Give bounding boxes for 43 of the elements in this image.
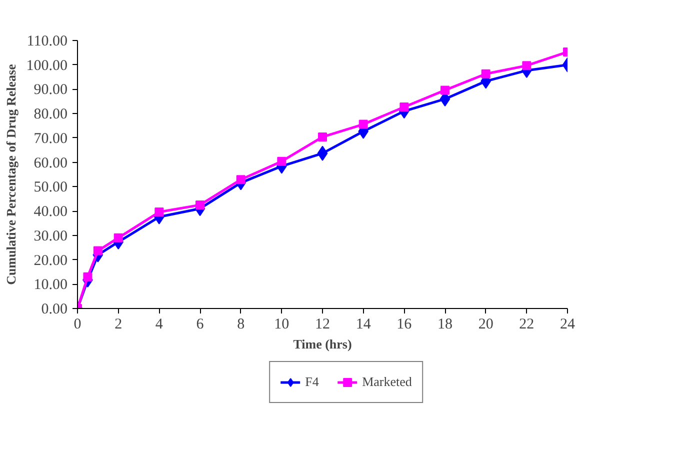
x-tick-label: 18 <box>438 316 452 332</box>
point <box>317 146 328 161</box>
y-tick-label: 70.00 <box>34 130 68 147</box>
point <box>440 86 450 95</box>
y-tick-label: 90.00 <box>34 82 68 98</box>
x-tick-label: 16 <box>396 316 412 332</box>
y-tick-label: 0.00 <box>41 302 68 318</box>
point <box>93 246 102 256</box>
y-tick-label: 40.00 <box>34 204 68 220</box>
y-axis-title: Cumulative Percentage of Drug Release <box>3 64 18 285</box>
y-tick-label: 110.00 <box>26 34 68 50</box>
x-tick-label: 22 <box>519 316 534 332</box>
point <box>400 102 409 112</box>
y-tick-label: 50.00 <box>34 180 68 196</box>
y-tick-label: 60.00 <box>34 155 68 172</box>
point <box>236 175 246 184</box>
point <box>318 132 327 142</box>
point <box>196 200 204 210</box>
x-tick-label: 20 <box>478 316 494 332</box>
x-tick-label: 2 <box>114 316 122 332</box>
legend-label: Marketed <box>362 374 412 390</box>
y-tick-label: 30.00 <box>34 228 68 244</box>
x-axis-title: Time (hrs) <box>293 336 352 352</box>
x-tick-label: 12 <box>315 316 330 332</box>
point <box>522 61 532 70</box>
x-tick-label: 8 <box>237 316 245 332</box>
x-tick-label: 6 <box>196 316 204 332</box>
y-tick-label: 20.00 <box>34 252 68 269</box>
y-tick-label: 80.00 <box>34 106 68 123</box>
x-tick-label: 10 <box>274 316 290 332</box>
y-tick-label: 10.00 <box>34 277 68 294</box>
x-tick-label: 14 <box>356 316 372 332</box>
point <box>154 208 164 217</box>
legend-label: F4 <box>305 374 320 390</box>
point <box>114 233 123 242</box>
y-tick-label: 100.00 <box>26 58 68 74</box>
point <box>481 69 490 78</box>
point <box>358 120 368 129</box>
point <box>277 156 286 166</box>
x-tick-label: 4 <box>155 316 164 332</box>
x-tick-label: 0 <box>74 316 82 332</box>
x-tick-label: 24 <box>560 316 576 332</box>
point <box>83 272 92 282</box>
